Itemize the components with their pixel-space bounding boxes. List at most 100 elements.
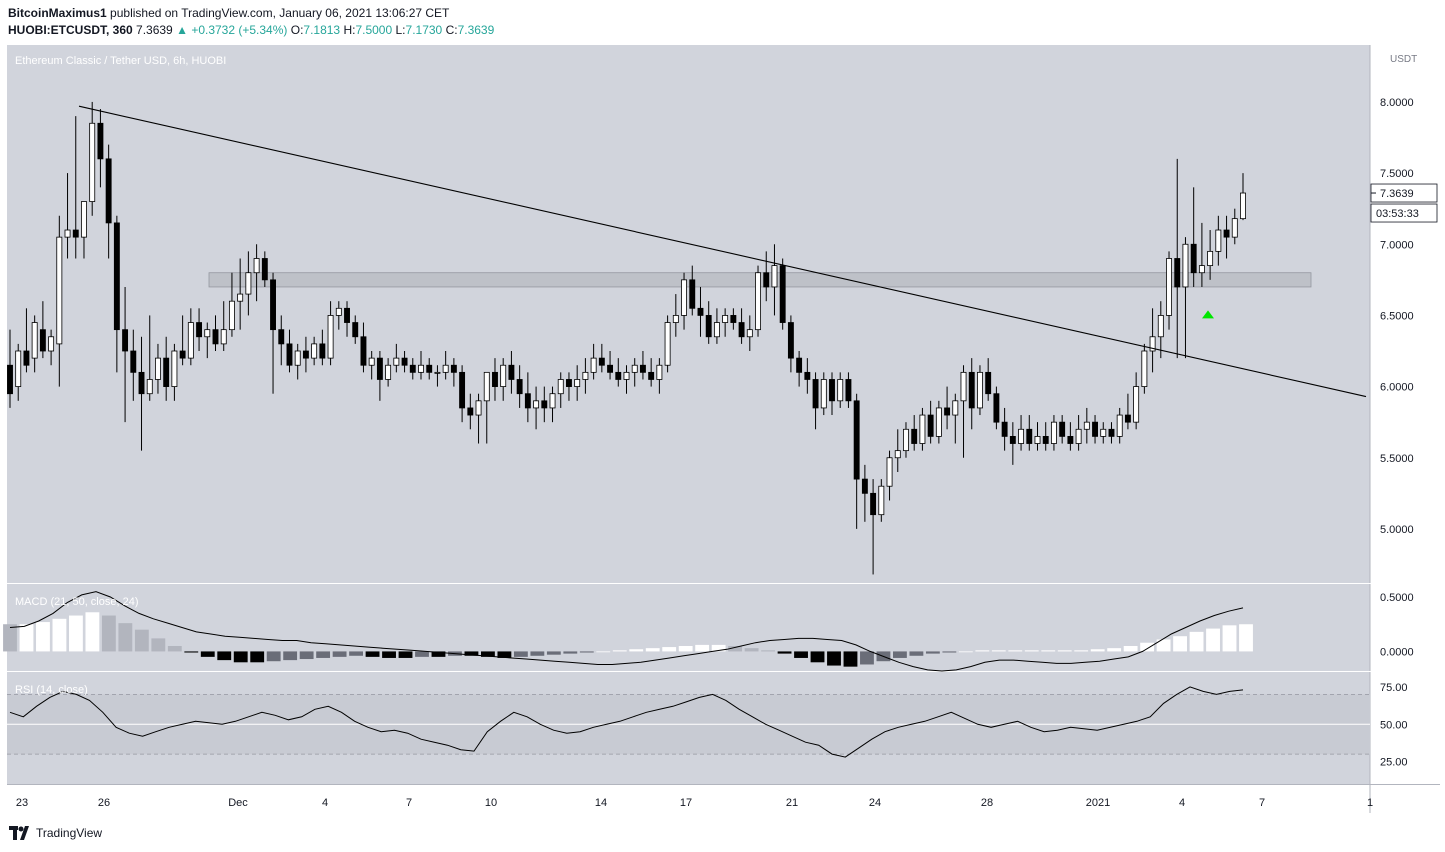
macd-histogram-bar [662, 647, 677, 652]
price-pane[interactable] [7, 45, 1370, 583]
macd-histogram-bar [85, 612, 100, 652]
macd-histogram-bar [843, 651, 858, 667]
rsi-line [9, 686, 1244, 758]
candle-down [360, 336, 367, 366]
candle-down [113, 222, 120, 331]
publish-info: BitcoinMaximus1 published on TradingView… [8, 6, 449, 20]
candle-up [393, 357, 400, 366]
candle-down [138, 371, 145, 395]
candle-down [607, 364, 614, 373]
countdown-label: 03:53:33 [1376, 208, 1419, 220]
macd-histogram-bar [892, 651, 907, 658]
candle-up [755, 272, 761, 331]
symbol-name[interactable]: HUOBI:ETCUSDT, 360 [8, 23, 133, 37]
macd-histogram-bar [530, 651, 545, 656]
macd-histogram-bar [513, 651, 528, 657]
candle-down [566, 379, 572, 387]
author-name[interactable]: BitcoinMaximus1 [8, 6, 107, 20]
candle-down [1001, 421, 1008, 437]
candle-up [919, 414, 926, 444]
macd-histogram-bar [777, 651, 792, 654]
candle-up [1207, 250, 1214, 267]
candle-down [763, 272, 770, 288]
footer-brand[interactable]: TradingView [8, 824, 102, 842]
macd-histogram-bar [794, 651, 808, 658]
candle-up [385, 364, 392, 380]
macd-histogram-bar [431, 651, 446, 657]
macd-histogram-bar [1239, 624, 1253, 652]
macd-histogram-bar [942, 651, 957, 653]
candle-up [64, 229, 71, 238]
last-price: 7.3639 [136, 23, 173, 37]
macd-histogram-bar [711, 644, 726, 652]
candle-down [97, 122, 104, 160]
time-tick-label: 7 [406, 797, 412, 809]
candle-up [664, 322, 671, 366]
candle-down [1108, 428, 1115, 437]
descending-trendline[interactable] [78, 105, 1367, 398]
candle-up [475, 400, 482, 416]
candle-down [376, 357, 383, 380]
candle-down [1124, 414, 1131, 423]
low-value: 7.1730 [405, 23, 443, 37]
candle-up [935, 407, 942, 437]
candle-up [713, 322, 720, 338]
candle-down [39, 329, 46, 352]
macd-histogram-bar [629, 649, 644, 652]
candle-up [837, 379, 844, 402]
candle-down [1042, 436, 1049, 444]
time-tick-label: 17 [680, 797, 692, 809]
macd-histogram-bar [19, 624, 34, 652]
candle-down [615, 371, 622, 380]
price-axis[interactable] [1370, 45, 1440, 784]
candle-down [993, 393, 1000, 423]
candle-up [1018, 428, 1025, 444]
time-tick-label: 10 [485, 797, 497, 809]
macd-tick-label: 0.5000 [1380, 592, 1414, 604]
candle-down [508, 364, 515, 380]
candle-up [228, 300, 235, 331]
price-change: +0.3732 (+5.34%) [191, 23, 288, 37]
rsi-pane-title: RSI (14, close) [15, 684, 88, 696]
candle-down [426, 364, 433, 373]
candle-down [648, 371, 655, 380]
candle-down [1067, 436, 1074, 444]
candle-up [771, 265, 778, 288]
candle-down [639, 364, 646, 373]
candle-up [146, 379, 153, 395]
candle-down [1009, 436, 1016, 444]
candle-up [483, 371, 490, 402]
time-tick-label: Dec [228, 797, 248, 809]
candle-up [681, 279, 687, 316]
candle-down [1174, 258, 1181, 288]
price-tick-label: 6.5000 [1380, 310, 1414, 322]
macd-histogram-bar [827, 651, 841, 666]
candle-up [746, 329, 753, 338]
macd-histogram-bar [1206, 628, 1220, 652]
macd-histogram-bar [382, 651, 396, 658]
rsi-tick-label: 50.00 [1380, 719, 1408, 731]
candle-up [623, 371, 630, 380]
candle-down [541, 400, 548, 409]
candle-up [820, 379, 827, 409]
candle-down [1026, 428, 1033, 444]
candle-up [533, 400, 540, 409]
macd-histogram-bar [1041, 650, 1056, 652]
candle-up [722, 315, 729, 323]
candle-up [204, 329, 211, 338]
candle-up [903, 428, 909, 452]
macd-histogram-bar [728, 645, 743, 652]
publish-text: published on TradingView.com, January 06… [110, 6, 450, 20]
macd-pane[interactable] [7, 584, 1370, 671]
candle-up [1182, 243, 1189, 288]
candle-down [319, 343, 326, 359]
candle-down [163, 357, 170, 387]
macd-histogram-bar [52, 618, 67, 652]
time-tick-label: 14 [595, 797, 607, 809]
candle-down [804, 371, 811, 380]
macd-histogram-bar [1173, 636, 1188, 652]
candle-up [1050, 421, 1057, 444]
macd-pane-title: MACD (21, 50, close, 24) [15, 596, 139, 608]
macd-histogram-bar [299, 651, 314, 660]
